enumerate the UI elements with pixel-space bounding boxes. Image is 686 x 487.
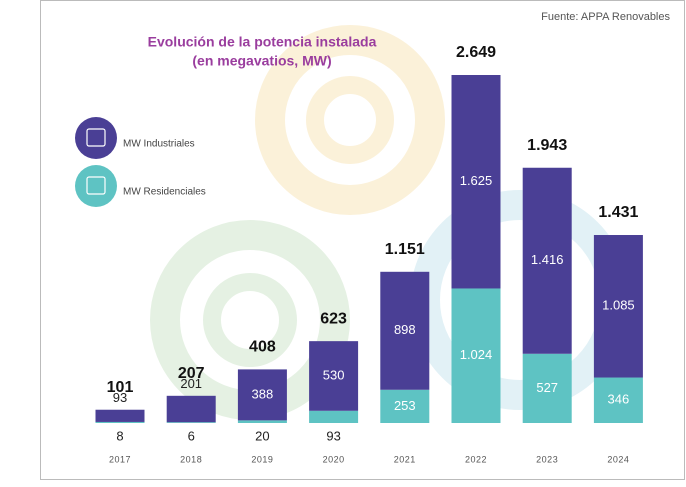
bar-segment <box>380 271 430 390</box>
total-label: 408 <box>249 339 276 356</box>
total-label: 1.431 <box>598 204 638 221</box>
total-label: 101 <box>107 379 134 396</box>
legend-label: MW Industriales <box>123 139 195 150</box>
total-label: 207 <box>178 365 205 382</box>
x-tick-label: 2021 <box>394 454 416 464</box>
value-label: 527 <box>536 380 558 395</box>
x-tick-label: 2019 <box>251 454 273 464</box>
bar-segment <box>380 389 430 423</box>
bar-segment <box>95 421 145 423</box>
bar-segment <box>309 341 359 411</box>
value-label: 388 <box>252 386 274 401</box>
bar-segment <box>166 422 216 423</box>
value-label: 93 <box>113 390 127 405</box>
total-label: 1.943 <box>527 137 567 154</box>
value-label: 346 <box>608 392 630 407</box>
value-label: 20 <box>255 428 269 443</box>
value-label: 1.085 <box>602 298 635 313</box>
value-label: 6 <box>188 428 195 443</box>
bar-segment <box>309 410 359 423</box>
value-label: 898 <box>394 322 416 337</box>
value-label: 1.625 <box>460 173 493 188</box>
value-label: 253 <box>394 398 416 413</box>
bar-segment <box>522 353 572 423</box>
bar-segment <box>522 167 572 354</box>
legend-icon <box>86 176 106 195</box>
value-label: 1.024 <box>460 347 493 362</box>
x-tick-label: 2020 <box>323 454 345 464</box>
value-label: 8 <box>116 428 123 443</box>
legend-swatch <box>75 117 117 159</box>
value-label: 201 <box>180 376 202 391</box>
legend: MW Industriales MW Residenciales <box>75 117 206 207</box>
legend-icon <box>86 128 106 147</box>
chart-title: Evolución de la potencia instalada <box>148 34 377 50</box>
bar-segment <box>593 235 643 378</box>
source: Fuente: APPA Renovables <box>541 11 670 23</box>
x-tick-label: 2024 <box>607 454 629 464</box>
bar-segment <box>237 420 287 423</box>
total-label: 623 <box>320 310 347 327</box>
bar-segment <box>593 377 643 423</box>
bar-segment <box>95 409 145 422</box>
bar-segment <box>451 75 501 289</box>
x-tick-label: 2018 <box>180 454 202 464</box>
value-label: 1.416 <box>531 252 564 267</box>
total-label: 2.649 <box>456 44 496 61</box>
x-tick-label: 2022 <box>465 454 487 464</box>
chart-subtitle: (en megavatios, MW) <box>192 53 331 69</box>
bar-segment <box>451 288 501 423</box>
legend-label: MW Residenciales <box>123 187 206 198</box>
x-tick-label: 2023 <box>536 454 558 464</box>
legend-swatch <box>75 165 117 207</box>
x-tick-label: 2017 <box>109 454 131 464</box>
bar-segment <box>166 395 216 423</box>
bar-segment <box>237 369 287 421</box>
value-label: 530 <box>323 367 345 382</box>
value-label: 93 <box>326 428 340 443</box>
total-label: 1.151 <box>385 241 425 258</box>
